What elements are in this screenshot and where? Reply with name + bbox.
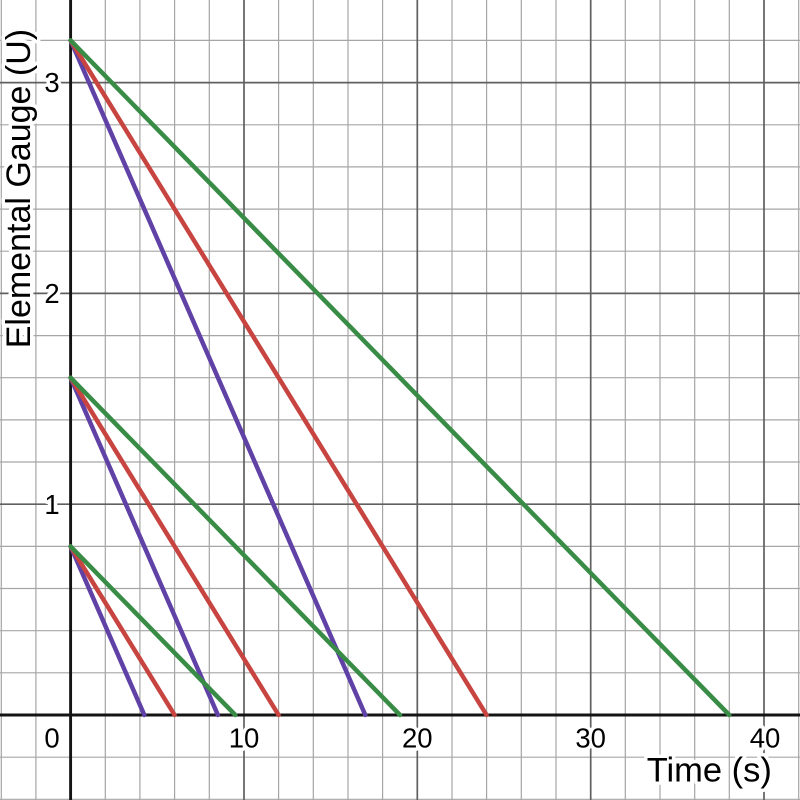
svg-text:40: 40 xyxy=(750,722,781,753)
svg-text:10: 10 xyxy=(229,722,260,753)
svg-text:30: 30 xyxy=(575,722,606,753)
svg-text:Elemental Gauge (U): Elemental Gauge (U) xyxy=(0,29,38,348)
svg-text:0: 0 xyxy=(44,722,59,753)
svg-text:Time (s): Time (s) xyxy=(647,752,772,790)
svg-text:20: 20 xyxy=(402,722,433,753)
svg-text:3: 3 xyxy=(44,67,59,98)
svg-text:2: 2 xyxy=(44,278,59,309)
svg-text:1: 1 xyxy=(44,489,59,520)
